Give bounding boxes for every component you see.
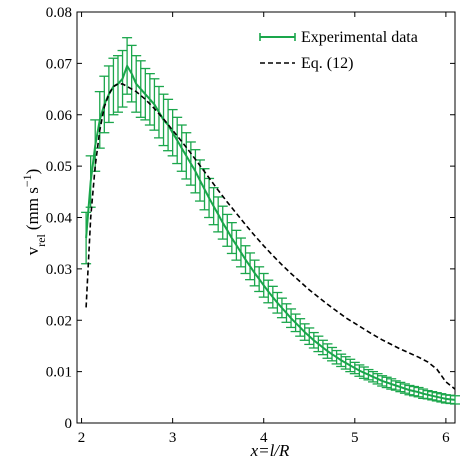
y-tick-label: 0 <box>65 416 73 432</box>
x-tick-label: 6 <box>442 430 450 446</box>
y-axis-label-close: ) <box>23 169 42 175</box>
y-tick-label: 0.04 <box>46 211 73 227</box>
legend-label-experimental: Experimental data <box>301 29 418 46</box>
plot-frame-group <box>76 11 456 424</box>
y-tick-label: 0.02 <box>46 313 72 329</box>
series-group <box>81 37 460 405</box>
y-tick-label: 0.01 <box>46 365 72 381</box>
x-axis-label: x=l/R <box>250 441 290 460</box>
y-axis-label-main: v <box>23 246 42 255</box>
x-tick-label: 2 <box>78 430 86 446</box>
legend-label-eq12: Eq. (12) <box>301 55 353 72</box>
y-axis-label-unit: (mm s <box>23 187 42 230</box>
y-tick-label: 0.05 <box>46 159 72 175</box>
x-tick-label: 3 <box>169 430 177 446</box>
series-line-experimental <box>85 63 456 401</box>
y-axis-label: vrel (mm s−1) <box>20 169 48 256</box>
x-tick-label: 5 <box>351 430 359 446</box>
y-axis-label-exp: −1 <box>20 174 34 187</box>
legend: Experimental data Eq. (12) <box>259 29 418 72</box>
y-tick-label: 0.06 <box>46 108 73 124</box>
x-tick-label: 4 <box>260 430 268 446</box>
series-line-eq12 <box>85 83 456 390</box>
plot-frame <box>76 11 456 424</box>
tick-group: 2 3 4 5 6 0 0.01 0.02 0.03 0.04 0.05 0.06 0.07 0.08 <box>46 5 455 446</box>
y-tick-label: 0.08 <box>46 5 72 21</box>
y-tick-label: 0.07 <box>46 56 73 72</box>
y-tick-label: 0.03 <box>46 262 72 278</box>
y-axis-label-sub: rel <box>34 233 48 246</box>
